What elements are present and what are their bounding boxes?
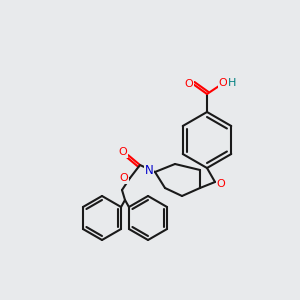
Text: O: O [184,79,194,89]
Text: N: N [145,164,153,176]
Text: O: O [120,173,128,183]
Text: O: O [219,78,227,88]
Text: O: O [217,179,225,189]
Text: O: O [118,147,127,157]
Text: H: H [228,78,236,88]
